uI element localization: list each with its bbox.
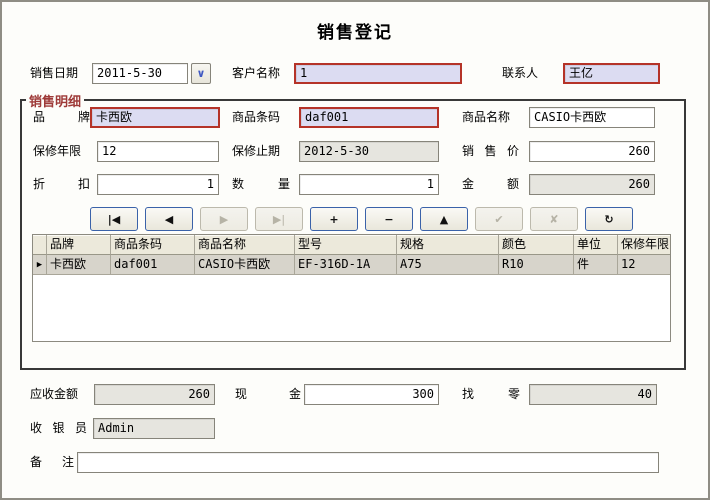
nav-delete-button[interactable]: − [365,207,413,231]
detail-grid: 品牌 商品条码 商品名称 型号 规格 颜色 单位 保修年限 ▶ 卡西欧 daf0… [32,234,671,342]
refresh-icon: ↻ [604,212,614,226]
nav-post-button: ✔ [475,207,523,231]
remark-input[interactable] [77,452,659,473]
discount-label: 折扣 [33,177,90,191]
db-navigator: |◀ ◀ ▶ ▶| + − ▲ ✔ ✘ ↻ [90,207,633,231]
brand-label: 品牌 [33,110,90,124]
grid-column-header: 品牌 [47,235,111,255]
cashier-field: Admin [93,418,215,439]
last-record-icon: ▶| [272,212,286,226]
nav-cancel-button: ✘ [530,207,578,231]
grid-column-header: 保修年限 [618,235,670,255]
insert-record-icon: + [329,212,339,226]
amount-field: 260 [529,174,655,195]
grid-column-header: 商品名称 [195,235,295,255]
quantity-input[interactable]: 1 [299,174,439,195]
quantity-label: 数量 [232,177,290,191]
barcode-label: 商品条码 [232,110,281,124]
current-row-indicator-icon: ▶ [33,255,47,275]
nav-first-button[interactable]: |◀ [90,207,138,231]
chevron-down-icon: ∨ [196,67,206,80]
nav-next-button: ▶ [200,207,248,231]
amount-label: 金额 [462,177,519,191]
grid-column-header: 商品条码 [111,235,195,255]
edit-record-icon: ▲ [439,212,449,226]
warranty-end-label: 保修止期 [232,144,281,158]
cash-label: 现金 [235,387,301,401]
cash-input[interactable]: 300 [304,384,439,405]
cashier-label: 收银员 [30,421,87,435]
grid-cell: daf001 [111,255,195,275]
warranty-years-label: 保修年限 [33,144,82,158]
nav-edit-button[interactable]: ▲ [420,207,468,231]
brand-input[interactable]: 卡西欧 [90,107,220,128]
grid-cell: 卡西欧 [47,255,111,275]
grid-cell: A75 [397,255,499,275]
sale-price-label: 销售价 [462,144,519,158]
product-name-input[interactable]: CASIO卡西欧 [529,107,655,128]
grid-column-header: 颜色 [499,235,574,255]
barcode-input[interactable]: daf001 [299,107,439,128]
grid-cell: R10 [499,255,574,275]
discount-input[interactable]: 1 [97,174,219,195]
contact-label: 联系人 [502,66,539,80]
grid-cell: 12 [618,255,670,275]
grid-column-header: 单位 [574,235,618,255]
warranty-end-field: 2012-5-30 [299,141,439,162]
grid-cell: CASIO卡西欧 [195,255,295,275]
cancel-edit-icon: ✘ [549,212,559,226]
remark-label: 备注 [30,455,74,469]
sales-detail-groupbox: 销售明细 [20,91,686,370]
receivable-field: 260 [94,384,215,405]
change-field: 40 [529,384,657,405]
grid-column-header: 规格 [397,235,499,255]
nav-last-button: ▶| [255,207,303,231]
prior-record-icon: ◀ [164,212,174,226]
grid-column-header: 型号 [295,235,397,255]
table-row[interactable]: ▶ 卡西欧 daf001 CASIO卡西欧 EF-316D-1A A75 R10… [33,255,670,275]
customer-name-input[interactable]: 1 [294,63,462,84]
page-title: 销售登记 [317,23,393,43]
customer-name-label: 客户名称 [232,66,281,80]
nav-prior-button[interactable]: ◀ [145,207,193,231]
next-record-icon: ▶ [219,212,229,226]
change-label: 找零 [462,387,520,401]
grid-cell: EF-316D-1A [295,255,397,275]
first-record-icon: |◀ [107,212,121,226]
grid-cell: 件 [574,255,618,275]
contact-input[interactable]: 王亿 [563,63,660,84]
grid-header-row: 品牌 商品条码 商品名称 型号 规格 颜色 单位 保修年限 [33,235,670,255]
groupbox-title: 销售明细 [26,91,85,110]
nav-refresh-button[interactable]: ↻ [585,207,633,231]
sale-price-input[interactable]: 260 [529,141,655,162]
sale-date-label: 销售日期 [30,66,79,80]
product-name-label: 商品名称 [462,110,511,124]
post-edit-icon: ✔ [494,212,504,226]
grid-indicator-header [33,235,47,255]
warranty-years-input[interactable]: 12 [97,141,219,162]
sale-date-input[interactable]: 2011-5-30 [92,63,188,84]
delete-record-icon: − [384,212,394,226]
nav-insert-button[interactable]: + [310,207,358,231]
sale-date-dropdown-button[interactable]: ∨ [191,63,211,84]
receivable-label: 应收金额 [30,387,79,401]
